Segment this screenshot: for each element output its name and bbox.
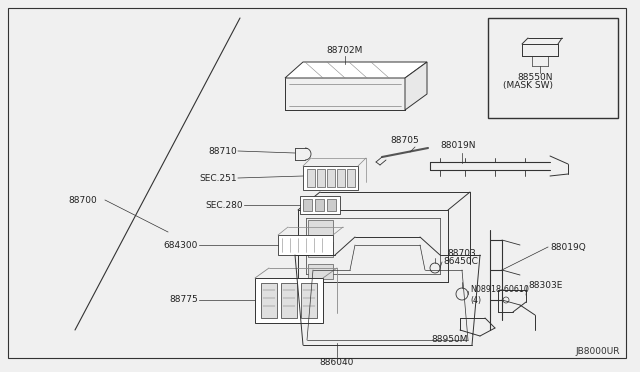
Bar xyxy=(317,169,325,187)
Bar xyxy=(261,283,277,318)
Bar xyxy=(308,220,333,235)
Text: 88702M: 88702M xyxy=(327,46,363,55)
Bar xyxy=(308,264,333,279)
Bar xyxy=(337,169,345,187)
Bar xyxy=(278,235,333,255)
Text: 88950M: 88950M xyxy=(432,335,468,344)
Bar xyxy=(347,169,355,187)
Text: 88705: 88705 xyxy=(390,136,419,145)
Text: 86450C: 86450C xyxy=(443,257,478,266)
Bar xyxy=(308,242,333,257)
Bar xyxy=(301,283,317,318)
Text: N08918-60610: N08918-60610 xyxy=(470,285,529,295)
Polygon shape xyxy=(405,62,427,110)
Text: (MASK SW): (MASK SW) xyxy=(503,81,553,90)
Bar xyxy=(315,199,324,211)
Text: 88710: 88710 xyxy=(208,147,237,155)
Text: SEC.251: SEC.251 xyxy=(200,173,237,183)
Bar xyxy=(303,199,312,211)
Bar xyxy=(255,278,323,323)
Bar xyxy=(307,169,315,187)
Text: 88019N: 88019N xyxy=(440,141,476,150)
Text: 88303E: 88303E xyxy=(528,282,563,291)
Bar xyxy=(303,166,358,190)
Bar xyxy=(327,199,336,211)
Polygon shape xyxy=(285,62,427,78)
Bar xyxy=(488,18,618,118)
Text: 88775: 88775 xyxy=(169,295,198,305)
Text: 88019Q: 88019Q xyxy=(550,243,586,251)
Text: 684300: 684300 xyxy=(164,241,198,250)
Bar xyxy=(327,169,335,187)
Bar xyxy=(300,196,340,214)
Bar xyxy=(281,283,297,318)
Text: (4): (4) xyxy=(470,295,481,305)
Text: 886040: 886040 xyxy=(320,358,354,367)
Text: 88700: 88700 xyxy=(68,196,97,205)
Text: 88703: 88703 xyxy=(447,250,476,259)
Text: SEC.280: SEC.280 xyxy=(205,201,243,209)
Text: 88550N: 88550N xyxy=(518,73,553,82)
Text: JB8000UR: JB8000UR xyxy=(575,347,620,356)
